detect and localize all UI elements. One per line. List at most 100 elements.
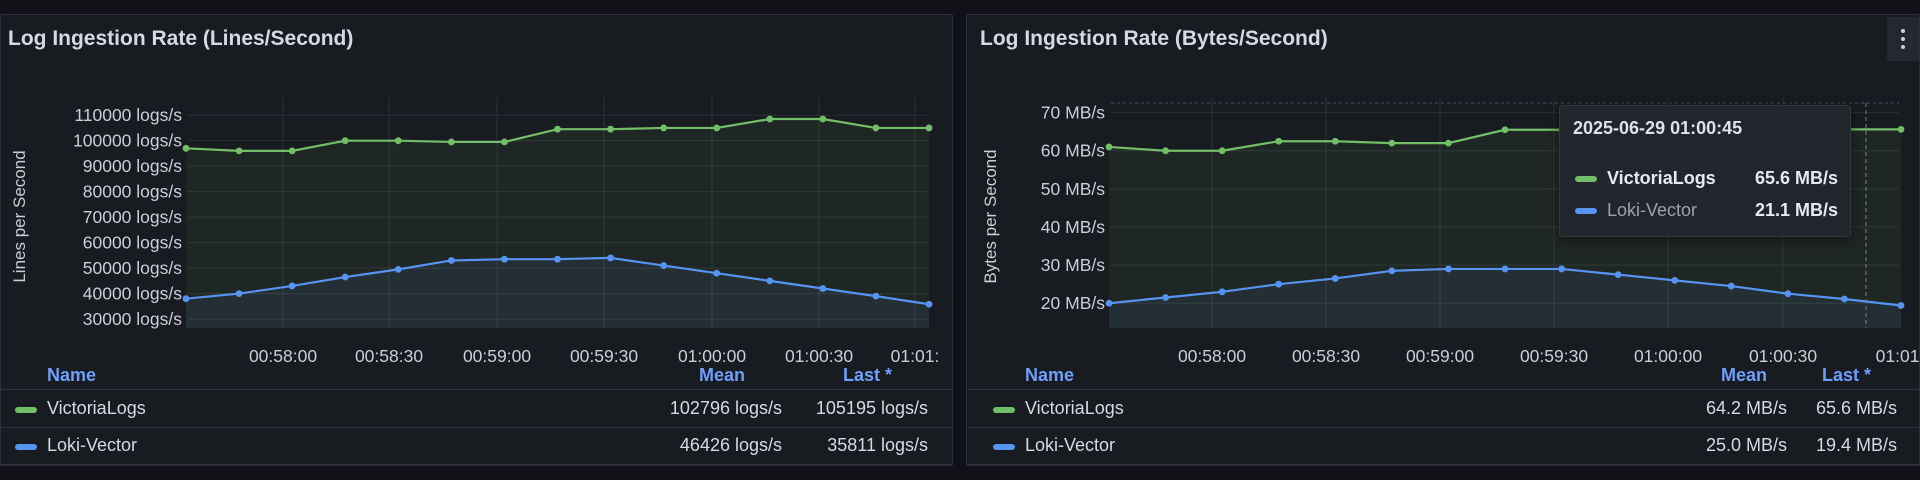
legend-header-name[interactable]: Name bbox=[47, 365, 97, 385]
series-area-loki-vector bbox=[186, 257, 929, 328]
x-tick-label: 01:00:30 bbox=[785, 346, 853, 366]
tooltip-row-loki-vector: Loki-Vector 21.1 MB/s bbox=[1560, 198, 1850, 222]
data-point bbox=[607, 125, 614, 133]
series-color-swatch bbox=[15, 444, 37, 450]
x-tick-label: 01:00:30 bbox=[1749, 346, 1817, 366]
data-point bbox=[766, 115, 774, 123]
y-tick-label: 50000 logs/s bbox=[83, 258, 182, 278]
legend-mean-value: 64.2 MB/s bbox=[1705, 398, 1787, 418]
series-color-swatch bbox=[1575, 176, 1597, 182]
data-point bbox=[1558, 265, 1565, 273]
data-point bbox=[1388, 139, 1396, 147]
data-point bbox=[1897, 125, 1905, 133]
data-point bbox=[1614, 271, 1622, 279]
data-point bbox=[1388, 267, 1396, 275]
data-point bbox=[872, 124, 880, 132]
data-point bbox=[394, 137, 402, 145]
y-tick-label: 90000 logs/s bbox=[83, 156, 182, 176]
data-point bbox=[607, 254, 614, 262]
chart-lines[interactable]: 30000 logs/s 40000 logs/s 50000 logs/s 6000… bbox=[1, 85, 954, 366]
legend-row-loki-vector[interactable]: Loki-Vector 25.0 MB/s 19.4 MB/s bbox=[967, 428, 1919, 465]
data-point bbox=[1445, 139, 1452, 147]
legend-series-name[interactable]: VictoriaLogs bbox=[47, 398, 146, 418]
legend-row-loki-vector[interactable]: Loki-Vector 46426 logs/s 35811 logs/s bbox=[1, 428, 952, 465]
legend-series-name[interactable]: Loki-Vector bbox=[47, 435, 138, 455]
tooltip-series-name: Loki-Vector bbox=[1607, 200, 1698, 220]
legend-header: Name Mean Last * bbox=[967, 359, 1919, 390]
legend-header-mean[interactable]: Mean bbox=[1720, 365, 1767, 385]
data-point bbox=[554, 125, 561, 133]
data-point bbox=[447, 138, 455, 146]
y-tick-label: 70 MB/s bbox=[1041, 103, 1105, 123]
data-point bbox=[1445, 265, 1452, 273]
x-tick-label: 00:59:30 bbox=[570, 346, 638, 366]
panel-bytes-per-second: Log Ingestion Rate (Bytes/Second) 20 MB/… bbox=[966, 14, 1920, 466]
y-axis-label: Bytes per Second bbox=[981, 149, 1000, 283]
y-tick-label: 40000 logs/s bbox=[83, 284, 182, 304]
panel-menu-button[interactable] bbox=[1887, 17, 1919, 61]
legend-header: Name Mean Last * bbox=[1, 359, 952, 390]
legend-header-last[interactable]: Last * bbox=[1821, 365, 1871, 385]
data-point bbox=[1784, 290, 1792, 298]
data-point bbox=[1218, 288, 1226, 296]
y-tick-label: 30 MB/s bbox=[1041, 255, 1105, 275]
legend-header-mean[interactable]: Mean bbox=[698, 365, 745, 385]
data-point bbox=[1105, 143, 1113, 151]
data-point bbox=[288, 282, 296, 290]
series-color-swatch bbox=[993, 444, 1015, 450]
legend-header-last[interactable]: Last * bbox=[842, 365, 892, 385]
data-point bbox=[1331, 137, 1339, 145]
data-point bbox=[660, 124, 668, 132]
data-point bbox=[1897, 302, 1905, 309]
data-point bbox=[713, 124, 721, 132]
data-point bbox=[288, 147, 296, 155]
data-point bbox=[713, 269, 721, 277]
x-tick-label: 00:58:00 bbox=[1178, 346, 1246, 366]
x-tick-label: 01:01: bbox=[891, 346, 940, 366]
data-point bbox=[819, 115, 827, 123]
panel-title[interactable]: Log Ingestion Rate (Lines/Second) bbox=[8, 27, 354, 50]
x-tick-label: 00:59:00 bbox=[463, 346, 531, 366]
data-point bbox=[660, 262, 668, 269]
y-axis-label: Lines per Second bbox=[10, 150, 29, 282]
data-point bbox=[1105, 299, 1113, 307]
legend-series-name[interactable]: Loki-Vector bbox=[1025, 435, 1116, 455]
series-area-victorialogs bbox=[186, 119, 929, 328]
y-tick-label: 60000 logs/s bbox=[83, 233, 182, 253]
data-point bbox=[1501, 126, 1509, 134]
data-point bbox=[925, 124, 933, 132]
legend-last-value: 105195 logs/s bbox=[815, 398, 928, 418]
data-point bbox=[394, 265, 402, 273]
data-point bbox=[1671, 276, 1679, 284]
legend-row-victorialogs[interactable]: VictoriaLogs 102796 logs/s 105195 logs/s bbox=[1, 391, 952, 428]
x-tick-label: 00:58:30 bbox=[355, 346, 423, 366]
legend-series-name[interactable]: VictoriaLogs bbox=[1025, 398, 1124, 418]
y-tick-label: 70000 logs/s bbox=[83, 207, 182, 227]
data-point bbox=[501, 255, 508, 263]
data-point bbox=[766, 277, 774, 285]
x-tick-label: 01:00:00 bbox=[1634, 346, 1702, 366]
data-point bbox=[182, 295, 190, 303]
tooltip-series-value: 65.6 MB/s bbox=[1754, 168, 1838, 188]
data-point bbox=[1162, 294, 1169, 301]
tooltip-time: 2025-06-29 01:00:45 bbox=[1573, 118, 1743, 138]
series-color-swatch bbox=[993, 407, 1015, 413]
data-point bbox=[447, 257, 455, 264]
legend-row-victorialogs[interactable]: VictoriaLogs 64.2 MB/s 65.6 MB/s bbox=[967, 391, 1919, 428]
y-tick-label: 40 MB/s bbox=[1041, 217, 1105, 237]
data-point bbox=[501, 138, 508, 146]
panel-title[interactable]: Log Ingestion Rate (Bytes/Second) bbox=[980, 27, 1328, 50]
legend-header-name[interactable]: Name bbox=[1025, 365, 1075, 385]
x-tick-label: 01:01: bbox=[1876, 346, 1920, 366]
x-tick-label: 00:58:30 bbox=[1292, 346, 1360, 366]
data-point bbox=[1841, 295, 1848, 303]
data-point bbox=[182, 144, 190, 152]
data-point bbox=[1218, 147, 1226, 155]
menu-dot-icon bbox=[1901, 37, 1905, 41]
y-tick-label: 80000 logs/s bbox=[83, 182, 182, 202]
tooltip-row-victorialogs: VictoriaLogs 65.6 MB/s bbox=[1560, 166, 1850, 190]
data-point bbox=[1331, 275, 1339, 282]
legend-mean-value: 46426 logs/s bbox=[679, 435, 782, 455]
y-tick-label: 30000 logs/s bbox=[83, 309, 182, 329]
legend-last-value: 19.4 MB/s bbox=[1815, 435, 1897, 455]
